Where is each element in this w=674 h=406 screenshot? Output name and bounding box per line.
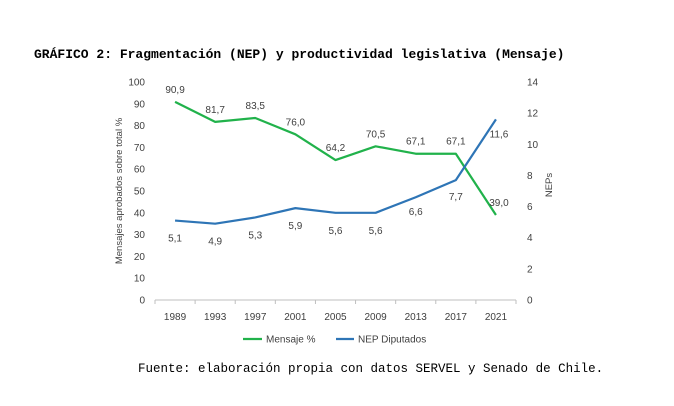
chart-title: GRÁFICO 2: Fragmentación (NEP) y product… <box>34 47 565 62</box>
x-tick-label: 2009 <box>364 312 387 323</box>
series-line-nep <box>174 118 497 225</box>
series-line-mensaje <box>174 100 497 216</box>
data-label: 67,1 <box>446 137 466 148</box>
y2-tick-label: 14 <box>527 78 539 89</box>
x-tick-label: 1997 <box>244 312 267 323</box>
y2-tick-label: 4 <box>527 233 533 244</box>
y-tick-label: 40 <box>134 208 146 219</box>
data-label: 67,1 <box>406 137 426 148</box>
y2-tick-label: 10 <box>527 140 539 151</box>
y-tick-label: 50 <box>134 187 146 198</box>
x-tick-label: 2013 <box>405 312 428 323</box>
data-label: 11,6 <box>490 129 509 140</box>
x-tick-label: 2001 <box>284 312 307 323</box>
data-labels: 90,9 81,7 83,5 76,0 64,2 70,5 67,1 67,1 39,0 5,1 4… <box>165 85 509 248</box>
y2-tick-label: 0 <box>527 296 533 307</box>
data-label: 5,1 <box>168 234 182 245</box>
y2-tick-label: 12 <box>527 109 539 120</box>
y-tick-label: 60 <box>134 165 146 176</box>
y-tick-label: 100 <box>128 78 145 89</box>
data-label: 70,5 <box>366 129 386 140</box>
data-label: 64,2 <box>326 143 346 154</box>
series-mensaje <box>174 100 497 216</box>
data-label: 6,6 <box>409 207 423 218</box>
y-tick-label: 10 <box>134 274 146 285</box>
chart-axes: 1989 1993 1997 2001 2005 2009 2013 2017 20210102… <box>114 78 555 324</box>
x-tick-label: 2017 <box>445 312 468 323</box>
data-label: 39,0 <box>489 198 509 209</box>
legend-label-mensaje: Mensaje % <box>266 335 316 346</box>
data-label: 4,9 <box>208 237 222 248</box>
data-label: 7,7 <box>449 192 463 203</box>
y2-tick-label: 6 <box>527 202 533 213</box>
legend-label-nep: NEP Diputados <box>358 335 426 346</box>
y-axis-title: Mensajes aprobados sobre total % <box>114 117 125 264</box>
chart-legend: Mensaje % NEP Diputados <box>243 335 426 346</box>
y-tick-label: 30 <box>134 230 146 241</box>
x-tick-label: 1993 <box>204 312 227 323</box>
data-label: 5,6 <box>329 226 343 237</box>
data-label: 5,9 <box>288 221 302 232</box>
y-tick-label: 0 <box>139 296 145 307</box>
x-tick-label: 2005 <box>324 312 347 323</box>
data-label: 5,6 <box>369 226 383 237</box>
series-nep-diputados <box>174 118 497 225</box>
x-tick-label: 1989 <box>164 312 187 323</box>
data-label: 81,7 <box>205 105 225 116</box>
y-tick-label: 20 <box>134 252 146 263</box>
data-label: 90,9 <box>165 85 185 96</box>
y2-tick-label: 8 <box>527 171 533 182</box>
x-tick-label: 2021 <box>485 312 508 323</box>
y2-tick-label: 2 <box>527 264 533 275</box>
data-label: 5,3 <box>248 230 262 241</box>
source-note: Fuente: elaboración propia con datos SER… <box>138 362 604 376</box>
y-tick-label: 70 <box>134 143 146 154</box>
y-tick-label: 80 <box>134 121 146 132</box>
data-label: 76,0 <box>286 117 306 128</box>
data-label: 83,5 <box>246 101 266 112</box>
y2-axis-title: NEPs <box>544 173 555 198</box>
y-tick-label: 90 <box>134 99 146 110</box>
